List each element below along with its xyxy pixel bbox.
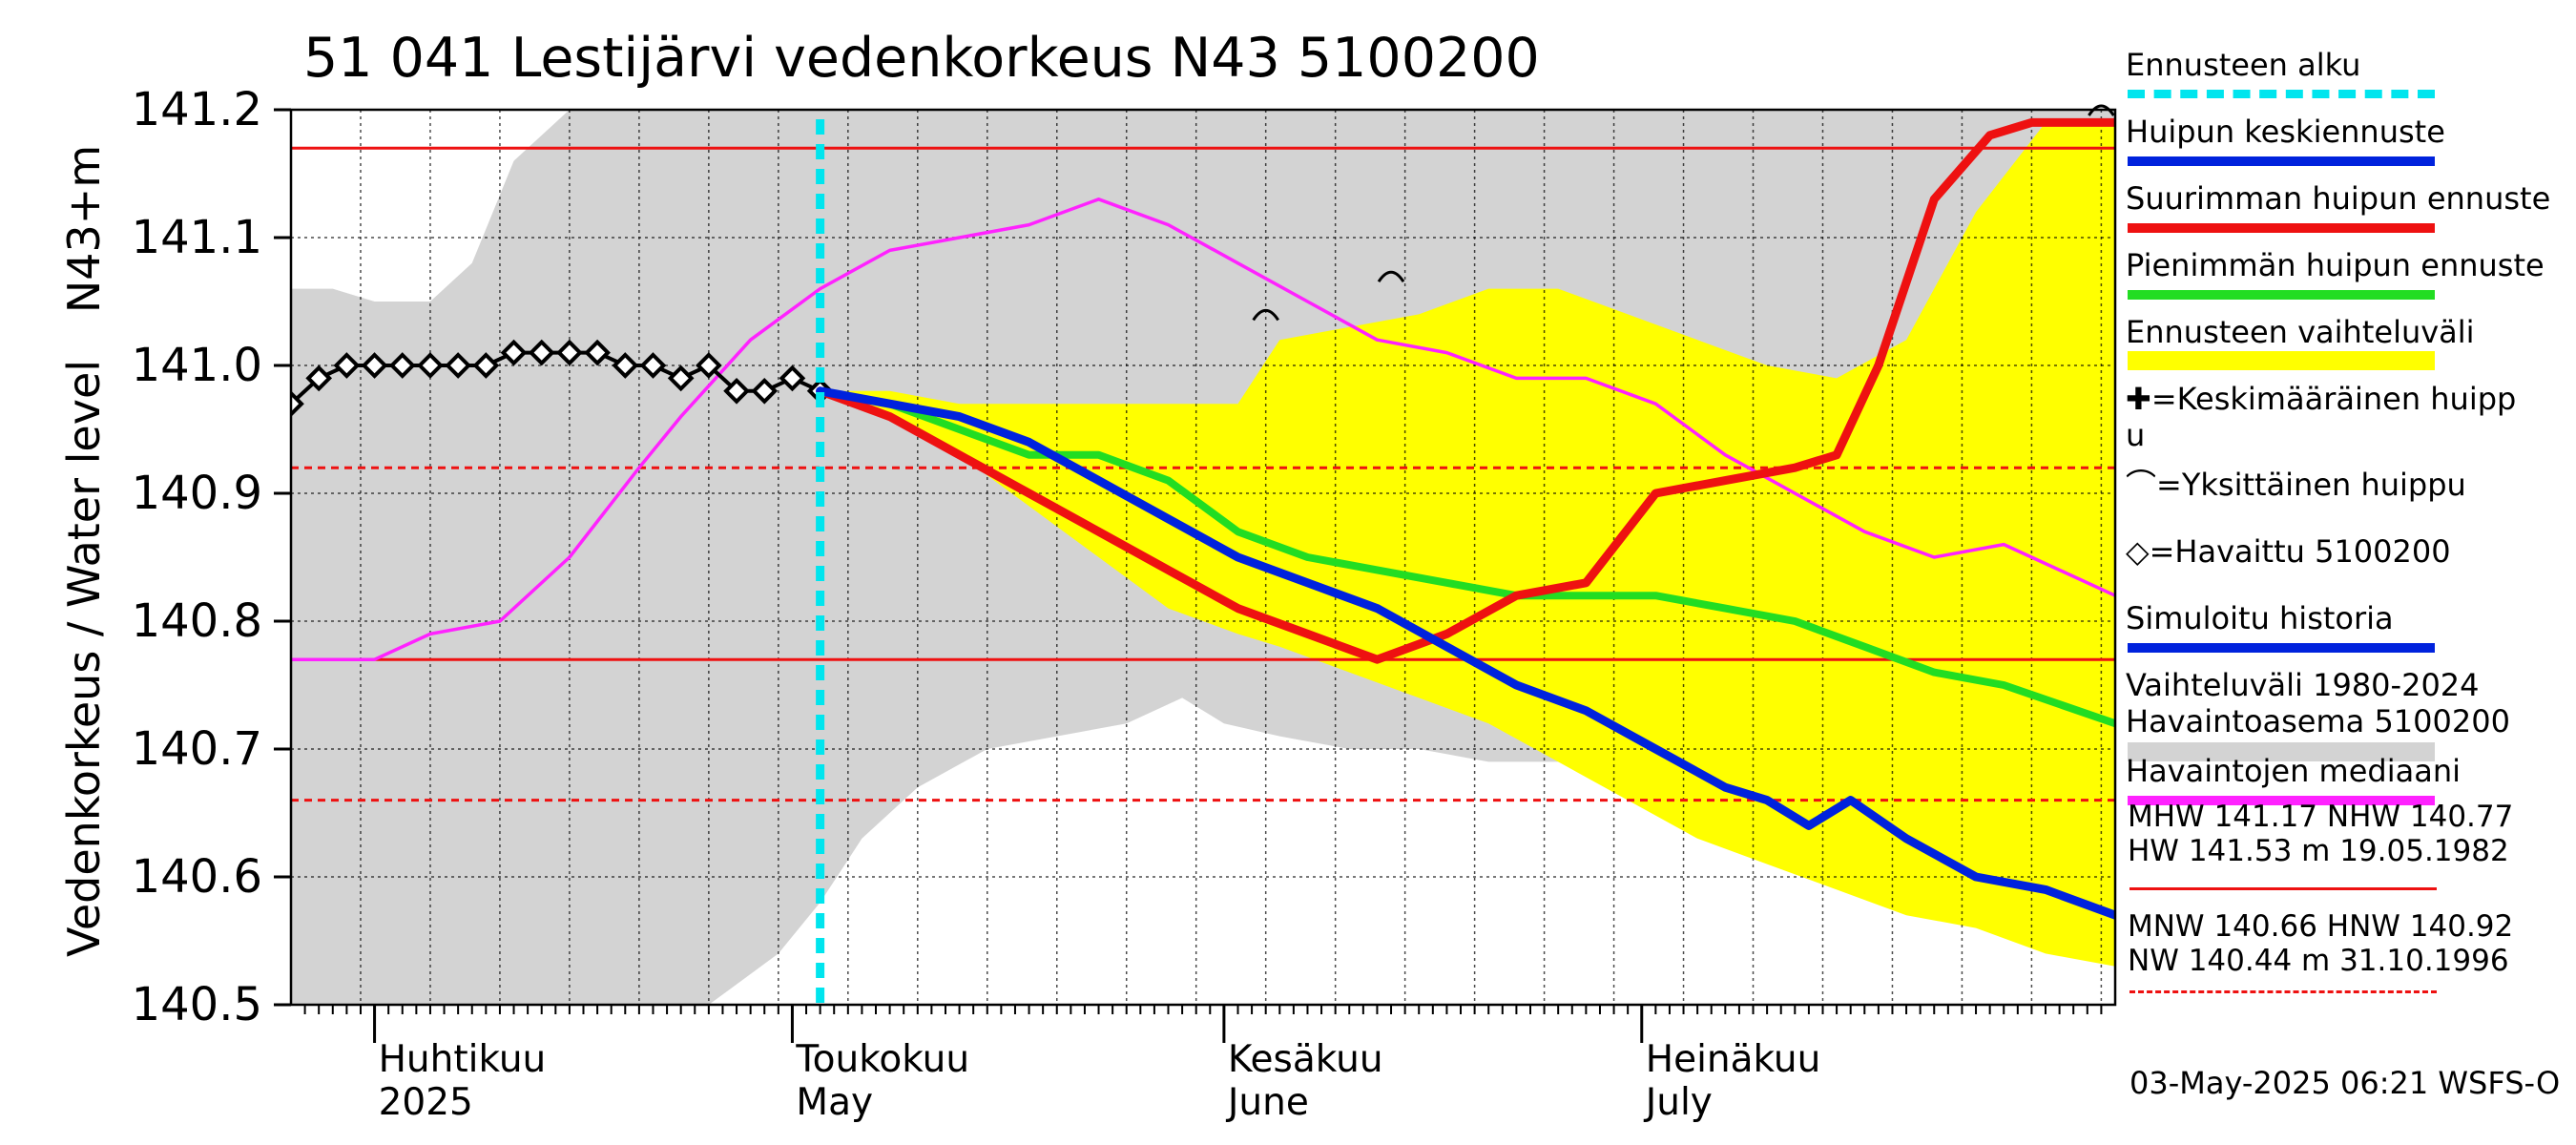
legend-item-label: Simuloitu historia (2126, 600, 2394, 636)
observed-point (723, 377, 750, 405)
legend-swatch (2128, 156, 2435, 166)
series-line-pienimm-n-huipun-ennuste (816, 386, 2115, 728)
series-line-suurimman-huipun-ennuste (816, 117, 2115, 664)
y-tick-label: 140.6 (131, 850, 262, 904)
stats-swatch (2129, 990, 2437, 993)
chart-title: 51 041 Lestijärvi vedenkorkeus N43 51002… (303, 27, 1540, 90)
legend-item-label: ⌒=Yksittäinen huippu (2126, 467, 2466, 503)
observed-point (361, 352, 388, 379)
legend-item-label: Pienimmän huipun ennuste (2126, 247, 2545, 283)
observed-point (333, 352, 361, 379)
x-month-label-fi: Heinäkuu (1645, 1038, 1821, 1081)
observed-point (696, 352, 722, 379)
legend-stats-low: MNW 140.66 HNW 140.92 NW 140.44 m 31.10.… (2128, 909, 2513, 978)
x-month-label-en: May (796, 1081, 874, 1124)
y-tick-label: 141.2 (131, 83, 262, 136)
band-forecast-range (820, 122, 2115, 967)
stats-high-line-2: HW 141.53 m 19.05.1982 (2128, 834, 2509, 868)
observed-point (528, 339, 555, 366)
stats-swatch (2129, 887, 2437, 890)
observed-point (472, 352, 500, 379)
y-tick-label: 140.5 (131, 978, 262, 1031)
series-line-huipun-keskiennuste (816, 386, 2115, 920)
legend-item-label: ◇=Havaittu 5100200 (2126, 533, 2451, 570)
y-axis-unit-label: N43+m (58, 144, 110, 314)
observed-point (305, 364, 333, 392)
legend-swatch (2128, 90, 2435, 98)
plot-frame (289, 108, 2117, 1007)
footer-timestamp: 03-May-2025 06:21 WSFS-O (2129, 1065, 2561, 1101)
y-tick-label: 141.1 (131, 211, 262, 264)
y-axis-label: Vedenkorkeus / Water level (58, 359, 110, 958)
observed-point (751, 377, 779, 405)
legend-swatch (2128, 643, 2435, 653)
stats-low-line-1: MNW 140.66 HNW 140.92 (2128, 909, 2514, 944)
observed-point (291, 390, 304, 418)
observed-point (779, 364, 806, 392)
legend-swatch (2128, 742, 2435, 761)
legend-swatch (2128, 223, 2435, 233)
y-tick-label: 140.7 (131, 722, 262, 776)
legend-item-label: Suurimman huipun ennuste (2126, 180, 2551, 217)
legend-swatch (2128, 351, 2435, 370)
observed-point (417, 352, 444, 379)
peak-marker (1377, 270, 1405, 283)
x-month-label-fi: Huhtikuu (378, 1038, 547, 1081)
legend-item-label: ✚=Keskimääräinen huipp (2126, 381, 2517, 417)
y-tick-label: 140.8 (131, 594, 262, 648)
legend-item-label: Ennusteen alku (2126, 47, 2361, 83)
x-month-label-fi: Kesäkuu (1227, 1038, 1383, 1081)
observed-point (612, 352, 639, 379)
legend-item-label-cont: Havaintoasema 5100200 (2126, 703, 2510, 739)
legend-item-label: Havaintojen mediaani (2126, 753, 2461, 789)
stats-high-line-1: MHW 141.17 NHW 140.77 (2128, 800, 2514, 834)
legend-swatch (2128, 796, 2435, 805)
x-month-label-en: June (1227, 1081, 1309, 1124)
observed-point (584, 339, 611, 366)
x-month-label: Huhtikuu 2025 (379, 1038, 547, 1124)
y-tick-label: 140.9 (131, 467, 262, 520)
observed-point (639, 352, 667, 379)
legend-item-label: Vaihteluväli 1980-2024 (2126, 667, 2480, 703)
observed-point (388, 352, 416, 379)
stats-low-line-2: NW 140.44 m 31.10.1996 (2128, 944, 2509, 978)
y-tick-label: 141.0 (131, 339, 262, 392)
x-month-label-en: 2025 (378, 1081, 473, 1124)
observed-point (667, 364, 695, 392)
peak-marker (2088, 104, 2115, 116)
series-line-havaintojen-mediaani (291, 198, 2115, 661)
peak-marker (1252, 308, 1279, 322)
x-month-label: Toukokuu May (796, 1038, 969, 1124)
x-month-label: Kesäkuu June (1228, 1038, 1383, 1124)
observed-point (556, 339, 583, 366)
legend-stats-high: MHW 141.17 NHW 140.77 HW 141.53 m 19.05.… (2128, 800, 2513, 868)
x-month-label-fi: Toukokuu (796, 1038, 970, 1081)
legend-item-label-cont: u (2126, 417, 2146, 453)
x-month-label: Heinäkuu July (1646, 1038, 1821, 1124)
legend-item-label: Huipun keskiennuste (2126, 114, 2445, 150)
legend-swatch (2128, 290, 2435, 300)
x-month-label-en: July (1645, 1081, 1713, 1124)
observed-point (445, 352, 471, 379)
legend-item-label: Ennusteen vaihteluväli (2126, 314, 2475, 350)
observed-point (500, 339, 528, 366)
